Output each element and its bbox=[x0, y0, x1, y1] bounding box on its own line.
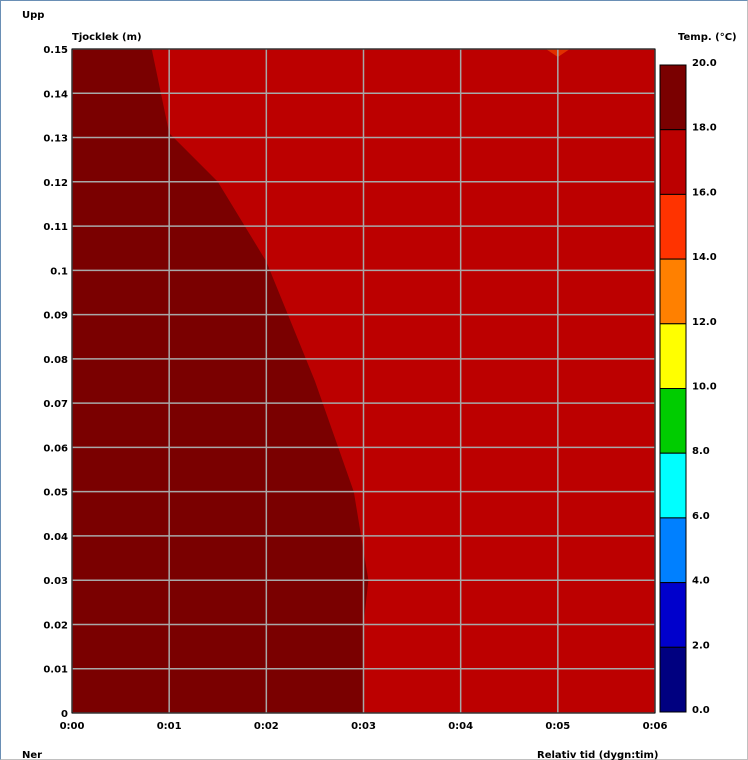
colorbar-band bbox=[659, 323, 687, 389]
bottom-label: Ner bbox=[22, 750, 42, 760]
region-18-20 bbox=[72, 49, 369, 713]
y-tick-label: 0.03 bbox=[43, 576, 68, 587]
colorbar-band bbox=[659, 582, 687, 648]
y-tick-label: 0.08 bbox=[43, 355, 68, 366]
colorbar-tick-label: 16.0 bbox=[692, 187, 717, 198]
colorbar-tick-label: 6.0 bbox=[692, 511, 710, 522]
y-tick-label: 0.09 bbox=[43, 311, 68, 322]
colorbar-tick-label: 20.0 bbox=[692, 58, 717, 69]
colorbar-tick-label: 0.0 bbox=[692, 705, 710, 716]
y-tick-label: 0.06 bbox=[43, 443, 68, 454]
colorbar-band bbox=[659, 388, 687, 454]
y-tick-label: 0.15 bbox=[43, 45, 68, 56]
colorbar-band bbox=[659, 517, 687, 584]
x-tick-labels: 0:00 0:01 0:02 0:03 0:04 0:05 0:06 bbox=[60, 721, 668, 732]
colorbar-tick-label: 12.0 bbox=[692, 317, 717, 328]
colorbar-tick-label: 14.0 bbox=[692, 252, 717, 263]
y-tick-label: 0.1 bbox=[50, 266, 68, 277]
y-tick-label: 0.02 bbox=[43, 620, 68, 631]
colorbar-tick-labels: 20.0 18.0 16.0 14.0 12.0 10.0 8.0 6.0 4.0 2.0 0.0 bbox=[692, 58, 717, 716]
y-tick-label: 0.13 bbox=[43, 134, 68, 145]
colorbar-tick-label: 10.0 bbox=[692, 382, 717, 393]
x-tick-label: 0:01 bbox=[157, 721, 182, 732]
y-tick-label: 0.04 bbox=[43, 532, 68, 543]
x-tick-label: 0:04 bbox=[448, 721, 473, 732]
y-axis-title: Tjocklek (m) bbox=[72, 32, 142, 43]
colorbar-band bbox=[659, 646, 687, 713]
y-tick-label: 0.07 bbox=[43, 399, 68, 410]
plot-area bbox=[71, 48, 656, 714]
y-tick-label: 0.11 bbox=[43, 222, 68, 233]
colorbar-tick-label: 2.0 bbox=[692, 640, 710, 651]
x-tick-label: 0:00 bbox=[60, 721, 85, 732]
x-tick-label: 0:02 bbox=[254, 721, 279, 732]
y-tick-label: 0 bbox=[61, 709, 68, 720]
colorbar-tick-label: 4.0 bbox=[692, 576, 710, 587]
colorbar-tick-label: 18.0 bbox=[692, 123, 717, 134]
y-tick-label: 0.01 bbox=[43, 665, 68, 676]
colorbar-band bbox=[659, 193, 687, 260]
colorbar-tick-label: 8.0 bbox=[692, 446, 710, 457]
x-tick-label: 0:06 bbox=[643, 721, 668, 732]
plot-border bbox=[71, 48, 656, 714]
y-tick-labels: 0.15 0.14 0.13 0.12 0.11 0.1 0.09 0.08 0.07 0.06 0… bbox=[43, 45, 68, 720]
y-tick-label: 0.12 bbox=[43, 178, 68, 189]
colorbar-band bbox=[659, 129, 687, 195]
y-tick-label: 0.14 bbox=[43, 89, 68, 100]
colorbar-band bbox=[659, 64, 687, 131]
y-tick-label: 0.05 bbox=[43, 488, 68, 499]
colorbar-band bbox=[659, 258, 687, 325]
colorbar-title: Temp. (°C) bbox=[678, 32, 737, 43]
x-axis-title: Relativ tid (dygn:tim) bbox=[537, 750, 658, 760]
colorbar-band bbox=[659, 452, 687, 519]
colorbar bbox=[659, 64, 687, 713]
top-label: Upp bbox=[22, 10, 44, 21]
x-tick-label: 0:03 bbox=[351, 721, 376, 732]
x-tick-label: 0:05 bbox=[545, 721, 570, 732]
